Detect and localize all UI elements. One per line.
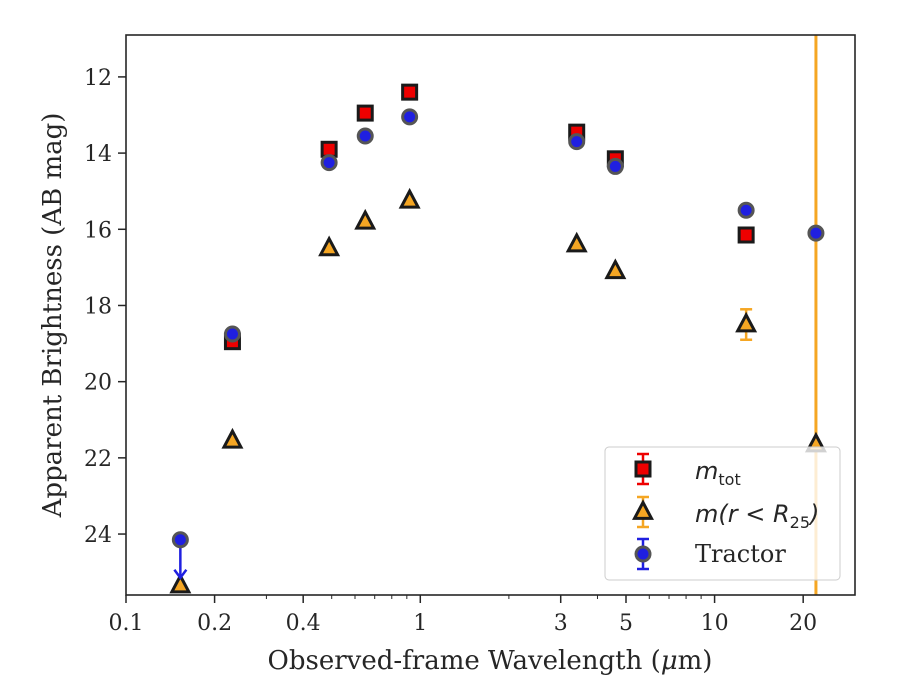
legend-marker-mtot [634, 460, 652, 478]
series-mr25 [169, 187, 827, 594]
point-tractor-2 [320, 154, 338, 172]
series-tractor [171, 108, 825, 580]
legend-label-tractor: Tractor [695, 540, 786, 568]
point-mtot-2 [356, 104, 374, 122]
point-mtot-6 [737, 226, 755, 244]
point-mr25-4 [398, 187, 421, 209]
y-tick-label-3: 18 [84, 294, 112, 319]
legend-label-mtot: mtot [695, 457, 741, 489]
point-mr25-5 [565, 231, 588, 253]
x-tick-label-5: 5 [619, 611, 633, 636]
y-tick-label-0: 12 [84, 66, 112, 91]
plot-area [169, 35, 827, 595]
point-tractor-4 [401, 108, 419, 126]
point-tractor-6 [606, 157, 624, 175]
legend-marker-tractor [634, 545, 652, 563]
y-tick-label-1: 14 [84, 142, 112, 167]
point-mr25-7 [735, 311, 758, 333]
point-mr25-3 [354, 208, 377, 230]
x-tick-label-2: 0.4 [286, 611, 321, 636]
x-tick-label-3: 1 [413, 611, 427, 636]
axes-frame [125, 34, 856, 596]
legend-box [604, 446, 841, 581]
legend-marker-mr25 [632, 499, 654, 520]
x-tick-label-6: 10 [701, 611, 729, 636]
point-tractor-1 [223, 325, 241, 343]
y-tick-label-5: 22 [84, 447, 112, 472]
legend-label-mr25: m(r < R25) [695, 500, 819, 532]
y-tick-label-4: 20 [84, 371, 112, 396]
point-mr25-6 [604, 258, 627, 280]
point-tractor-8 [807, 224, 825, 242]
point-mr25-1 [221, 427, 244, 449]
x-axis-label: Observed-frame Wavelength (μm) [268, 646, 713, 676]
y-tick-label-2: 16 [84, 218, 112, 243]
point-tractor-3 [356, 127, 374, 145]
x-tick-label-4: 3 [554, 611, 568, 636]
axis-ticks: 0.1 0.2 0.4 1 3 5 10 20 12 14 16 18 20 22 24 [84, 66, 817, 636]
series-mtot [223, 83, 755, 351]
plot-frame [125, 34, 856, 596]
point-mtot-3 [401, 83, 419, 101]
x-tick-label-7: 20 [789, 611, 817, 636]
x-tick-label-1: 0.2 [197, 611, 232, 636]
upper-limit-arrow-0 [173, 569, 188, 580]
y-tick-label-6: 24 [84, 523, 112, 548]
x-tick-label-0: 0.1 [109, 611, 144, 636]
point-tractor-5 [568, 133, 586, 151]
point-tractor-0 [171, 531, 189, 549]
point-mr25-2 [318, 235, 341, 257]
point-mr25-0 [169, 572, 192, 594]
y-axis-label: Apparent Brightness (AB mag) [38, 113, 68, 519]
point-tractor-7 [737, 201, 755, 219]
legend: mtot m(r < R25) Tractor [604, 446, 841, 581]
